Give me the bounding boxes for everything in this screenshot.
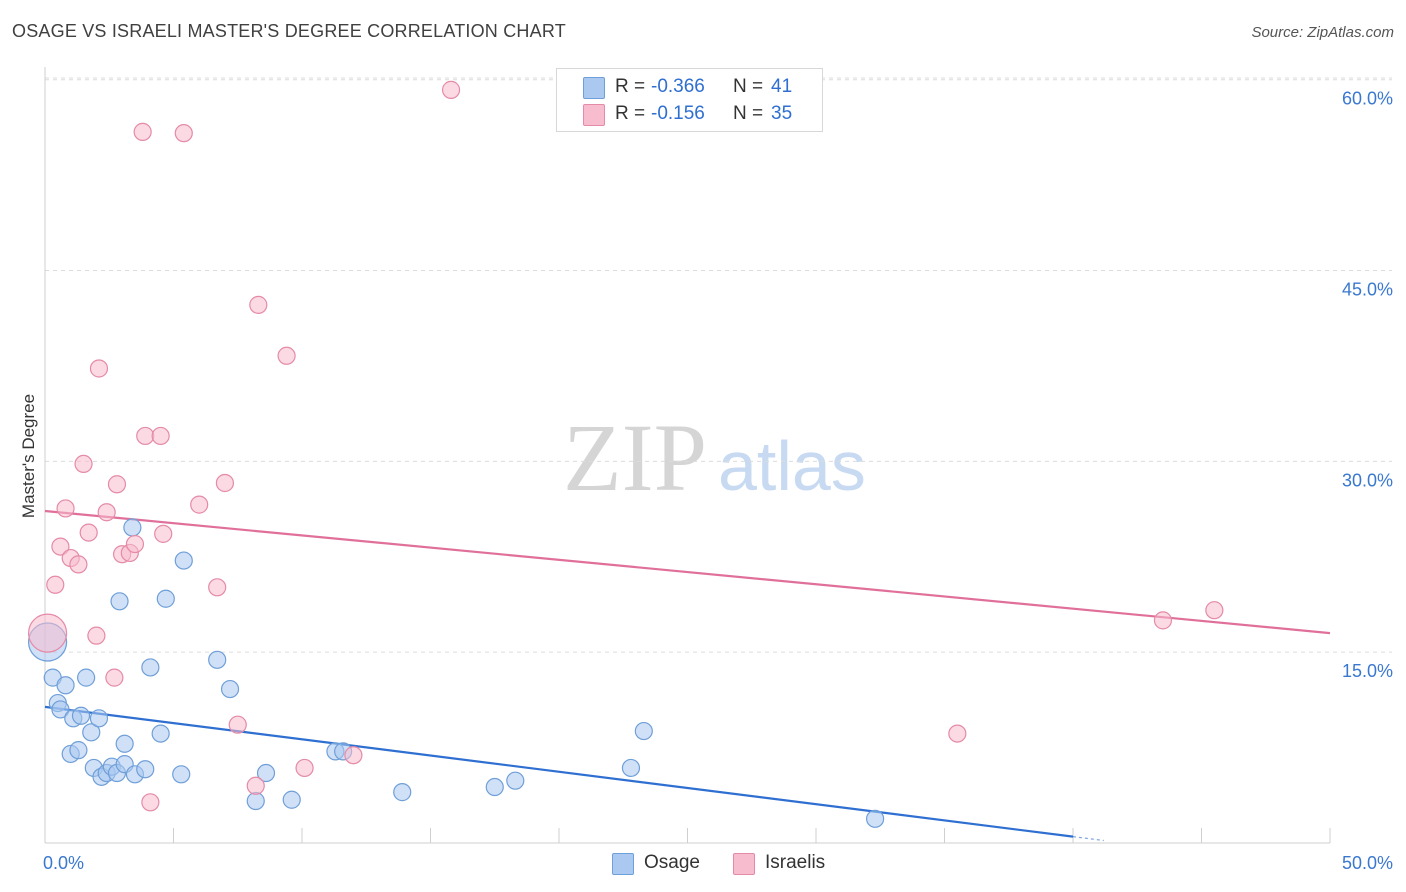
osage-point: [246, 791, 265, 811]
osage-n-value: 41: [771, 76, 793, 97]
osage-point: [141, 658, 160, 677]
israelis-point: [246, 776, 265, 795]
israelis-point: [97, 503, 116, 522]
israelis-point: [56, 499, 75, 518]
y-axis-label: Master's Degree: [19, 394, 38, 518]
israelis-trend-line: [44, 509, 1331, 635]
israelis-point: [141, 793, 160, 812]
israelis-point: [79, 523, 98, 542]
osage-point: [485, 777, 504, 797]
israelis-point: [948, 724, 967, 743]
osage-point: [282, 790, 301, 809]
israelis-point: [27, 613, 68, 653]
israelis-point: [151, 426, 170, 446]
osage-point: [156, 589, 175, 608]
osage-point: [634, 721, 653, 741]
israelis-point: [125, 534, 145, 554]
osage-point: [89, 709, 109, 728]
osage-n-label: N =: [733, 76, 764, 97]
israelis-point: [1205, 601, 1224, 620]
osage-point: [136, 760, 155, 779]
osage-trend-line: [44, 705, 1074, 838]
israelis-r-value: -0.156: [651, 103, 705, 124]
osage-point: [208, 650, 227, 669]
israelis-point: [249, 295, 268, 314]
osage-point: [51, 700, 70, 719]
israelis-legend-swatch: [733, 853, 755, 875]
osage-point: [393, 783, 412, 802]
osage-swatch: [583, 77, 605, 99]
y-tick-label: 15.0%: [1342, 661, 1393, 681]
osage-legend-label: Osage: [644, 852, 700, 873]
israelis-swatch: [583, 104, 605, 126]
israelis-point: [174, 124, 193, 143]
israelis-point: [89, 359, 109, 378]
stats-legend: R = -0.366 N = 41 R = -0.156 N = 35: [556, 68, 823, 132]
israelis-n-label: N =: [733, 103, 764, 124]
israelis-point: [277, 346, 296, 365]
israelis-n-value: 35: [771, 103, 793, 124]
osage-trend-extension: [1072, 836, 1104, 842]
osage-point: [71, 706, 91, 725]
source-label: Source: ZipAtlas.com: [1251, 24, 1394, 41]
israelis-point: [190, 495, 209, 514]
watermark-atlas: atlas: [718, 427, 866, 505]
osage-point: [69, 741, 88, 760]
osage-point: [56, 676, 75, 695]
israelis-point: [295, 758, 314, 778]
israelis-point: [228, 715, 247, 734]
osage-legend-swatch: [612, 853, 634, 875]
israelis-point: [208, 578, 227, 597]
israelis-legend-label: Israelis: [765, 852, 826, 873]
y-tick-label: 30.0%: [1342, 470, 1393, 490]
israelis-point: [87, 626, 106, 645]
x-tick-label: 0.0%: [43, 853, 84, 873]
osage-point: [110, 592, 129, 611]
osage-r-label: R =: [615, 76, 646, 97]
israelis-point: [215, 473, 234, 493]
israelis-r-label: R =: [615, 103, 646, 124]
osage-point: [174, 551, 193, 570]
israelis-point: [46, 575, 65, 594]
israelis-point: [441, 80, 461, 99]
israelis-point: [1153, 611, 1173, 630]
israelis-point: [51, 537, 70, 556]
osage-point: [866, 809, 885, 828]
osage-point: [506, 771, 525, 790]
y-tick-label: 60.0%: [1342, 89, 1393, 109]
osage-point: [151, 724, 170, 743]
israelis-point: [74, 454, 93, 474]
osage-r-value: -0.366: [651, 76, 705, 97]
osage-point: [220, 679, 240, 699]
israelis-point: [69, 555, 88, 574]
israelis-point: [136, 426, 155, 446]
osage-point: [82, 723, 101, 742]
chart-title: OSAGE VS ISRAELI MASTER'S DEGREE CORRELA…: [12, 21, 566, 41]
israelis-point: [344, 746, 363, 765]
osage-point: [621, 758, 641, 778]
osage-point: [256, 763, 276, 783]
watermark-zip: ZIP: [563, 404, 707, 511]
osage-point: [77, 668, 96, 687]
osage-point: [172, 765, 191, 784]
israelis-point: [105, 668, 124, 687]
osage-point: [115, 734, 134, 753]
x-tick-label: 50.0%: [1342, 853, 1393, 873]
israelis-point: [133, 122, 152, 141]
israelis-point: [154, 524, 173, 543]
israelis-point: [107, 475, 127, 494]
y-tick-label: 45.0%: [1342, 280, 1393, 300]
osage-point: [123, 518, 142, 537]
